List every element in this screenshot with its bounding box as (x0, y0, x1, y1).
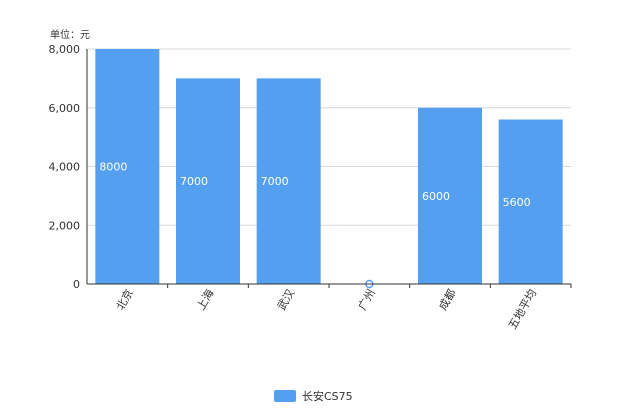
legend-swatch (274, 390, 296, 402)
legend[interactable]: 长安CS75 (274, 388, 353, 404)
x-tick-label: 北京 (113, 287, 136, 313)
y-tick-label: 0 (73, 278, 80, 291)
bar (418, 107, 482, 284)
legend-label: 长安CS75 (302, 390, 353, 403)
bar (256, 78, 321, 284)
x-tick-label: 广州 (356, 287, 378, 313)
y-tick-label: 8,000 (49, 43, 81, 56)
x-tick-label: 武汉 (275, 287, 297, 313)
y-unit-label: 单位：元 (50, 30, 90, 41)
bar-data-label: 7000 (261, 175, 289, 188)
bar-data-label: 5600 (503, 196, 531, 209)
y-tick-label: 2,000 (49, 219, 81, 232)
bar (176, 78, 240, 284)
x-tick-label: 上海 (193, 287, 216, 313)
y-tick-label: 6,000 (49, 102, 81, 115)
y-tick-label: 4,000 (49, 161, 81, 174)
bar-data-label: 7000 (180, 175, 208, 188)
x-tick-label: 五地平均 (506, 287, 539, 332)
bar-data-label: 6000 (422, 190, 450, 203)
x-tick-label: 成都 (436, 287, 458, 313)
bar (95, 49, 160, 284)
bar-data-label: 8000 (99, 161, 127, 174)
bar (498, 119, 563, 284)
